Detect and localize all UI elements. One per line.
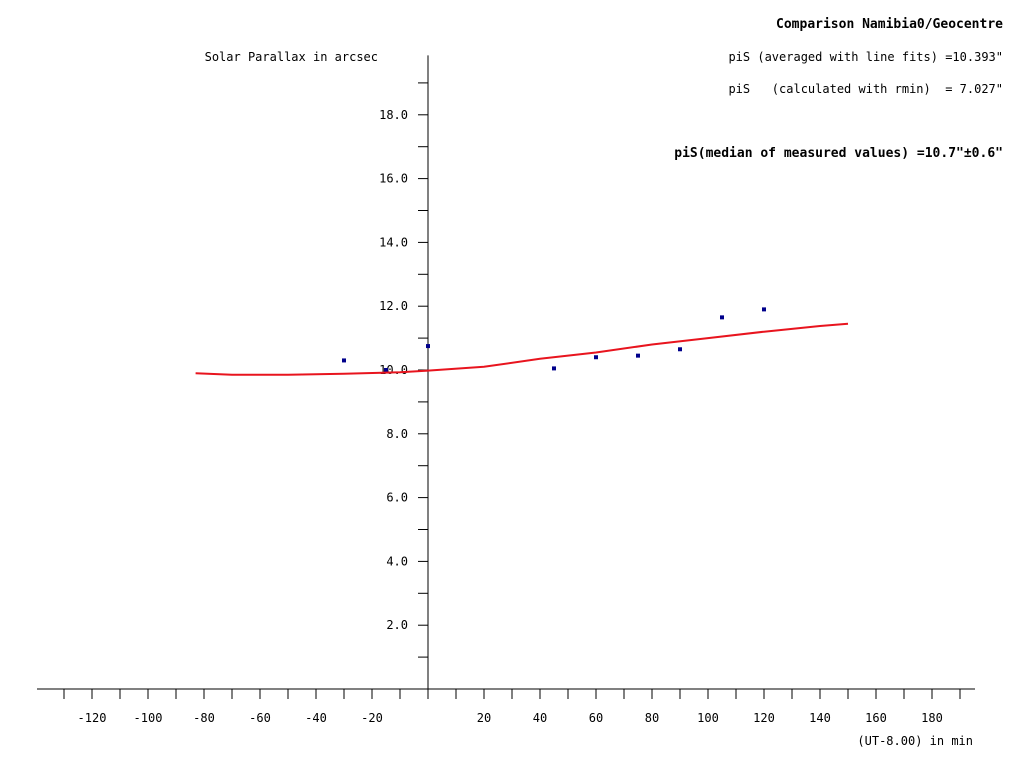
x-tick-label: -20 <box>361 711 383 725</box>
x-tick-label: 160 <box>865 711 887 725</box>
x-tick-label: 100 <box>697 711 719 725</box>
x-tick-label: 80 <box>645 711 659 725</box>
data-point <box>384 368 388 372</box>
data-point <box>636 353 640 358</box>
x-tick-label: 40 <box>533 711 547 725</box>
data-point <box>342 358 346 363</box>
annotation-median: piS(median of measured values) =10.7"±0.… <box>674 146 1003 161</box>
y-tick-label: 2.0 <box>386 618 408 632</box>
y-tick-label: 4.0 <box>386 554 408 568</box>
y-tick-label: 6.0 <box>386 491 408 505</box>
y-axis-label: Solar Parallax in arcsec <box>205 50 378 64</box>
x-tick-label: -120 <box>78 711 107 725</box>
x-tick-label: -100 <box>134 711 163 725</box>
data-point <box>762 307 766 312</box>
data-point <box>552 366 556 371</box>
x-axis-label: (UT-8.00) in min <box>857 734 973 748</box>
x-tick-label: 60 <box>589 711 603 725</box>
y-tick-label: 16.0 <box>379 172 408 186</box>
y-tick-label: 14.0 <box>379 235 408 249</box>
x-tick-label: -60 <box>249 711 271 725</box>
data-point <box>594 355 598 360</box>
axes: -120 -100 -80 -60 -40 -20 20 40 60 80 100 120 140 160… <box>37 55 975 725</box>
chart-title: Comparison Namibia0/Geocentre <box>776 17 1003 32</box>
annotation-calculated: piS (calculated with rmin) = 7.027" <box>728 82 1003 96</box>
x-tick-label: -80 <box>193 711 215 725</box>
fit-line <box>195 322 849 376</box>
y-tick-label: 12.0 <box>379 299 408 313</box>
x-tick-label: 20 <box>477 711 491 725</box>
x-tick-label: 180 <box>921 711 943 725</box>
y-tick-label: 10.0 <box>379 363 408 377</box>
data-point <box>678 347 682 352</box>
series-layer <box>195 307 849 376</box>
x-tick-label: -40 <box>305 711 327 725</box>
x-tick-label: 120 <box>753 711 775 725</box>
data-point <box>426 344 430 349</box>
x-tick-label: 140 <box>809 711 831 725</box>
data-point <box>720 315 724 320</box>
y-tick-label: 8.0 <box>386 427 408 441</box>
annotation-averaged: piS (averaged with line fits) =10.393" <box>728 50 1003 64</box>
y-tick-label: 18.0 <box>379 108 408 122</box>
